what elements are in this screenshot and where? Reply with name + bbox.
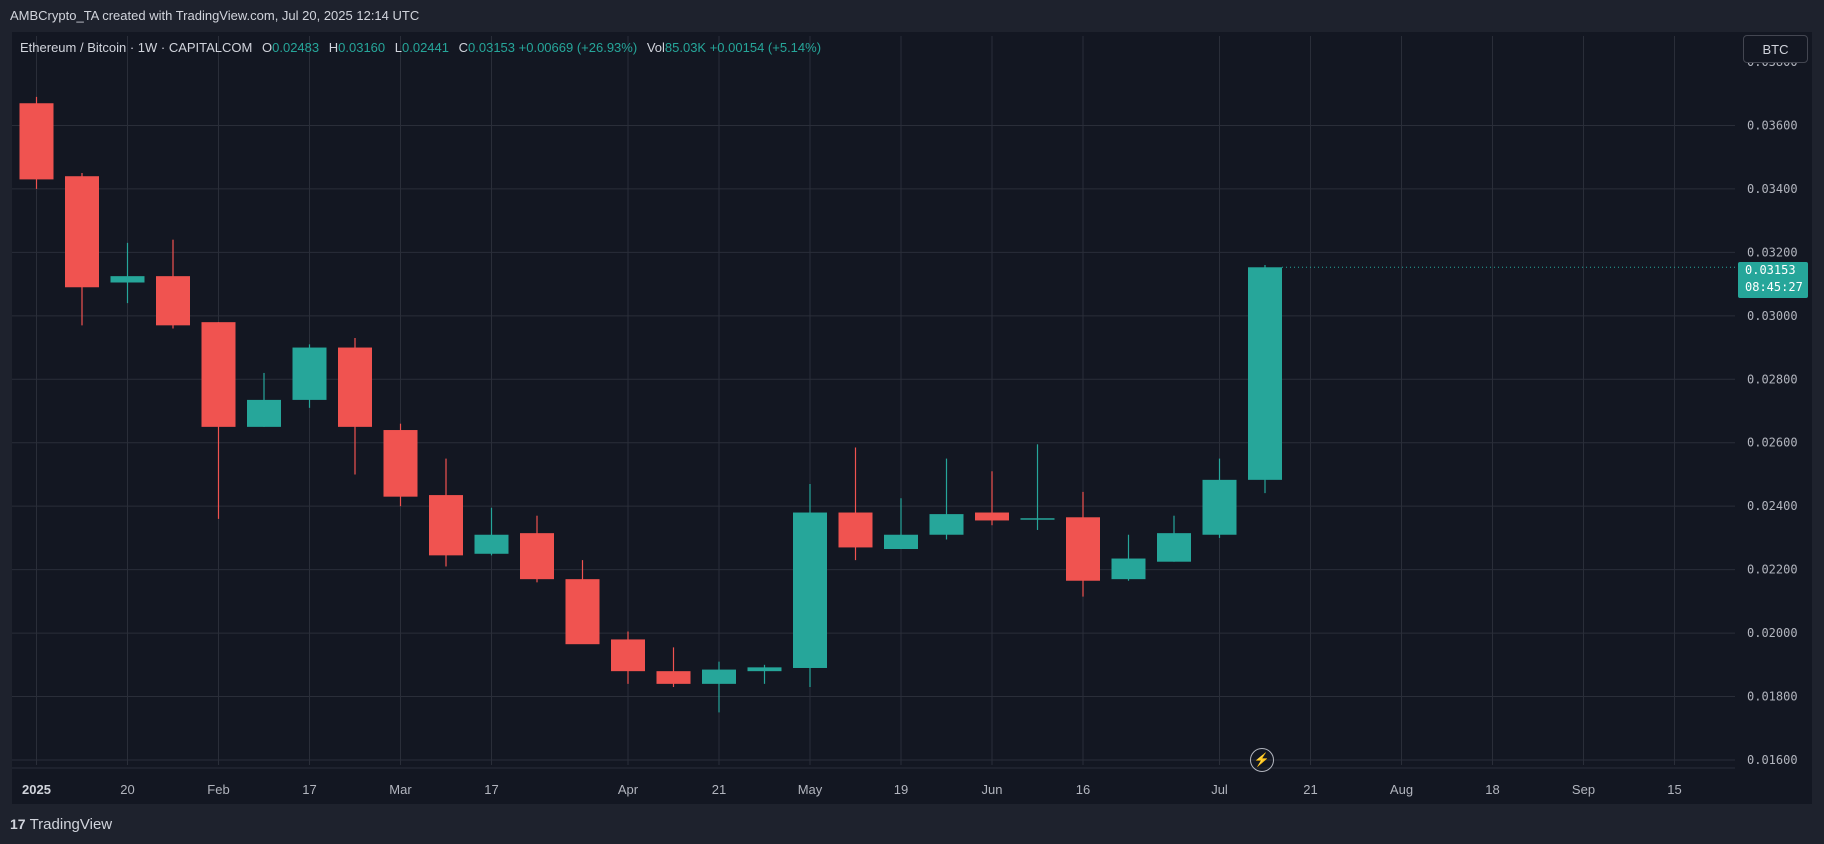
candle-up bbox=[884, 534, 918, 550]
lightning-icon[interactable]: ⚡ bbox=[1250, 748, 1274, 772]
y-tick-label: 0.02000 bbox=[1747, 626, 1798, 640]
candle-up bbox=[1020, 518, 1055, 520]
candle-down bbox=[1066, 517, 1100, 581]
x-tick-label: 15 bbox=[1667, 782, 1681, 797]
x-tick-label: 18 bbox=[1485, 782, 1499, 797]
candle-up bbox=[1111, 558, 1146, 580]
candle-up bbox=[1248, 267, 1282, 480]
low-value: 0.02441 bbox=[402, 40, 449, 55]
y-tick-label: 0.02200 bbox=[1747, 563, 1798, 577]
candle-down bbox=[838, 512, 873, 548]
change-value: +0.00669 (+26.93%) bbox=[518, 40, 638, 55]
candle-down bbox=[429, 495, 463, 556]
low-label: L bbox=[394, 40, 402, 55]
x-tick-label: 17 bbox=[302, 782, 316, 797]
footer: 17 TradingView bbox=[0, 804, 1824, 844]
candle-down bbox=[65, 176, 99, 288]
vol-value: 85.03K bbox=[664, 40, 707, 55]
candle-up bbox=[474, 534, 509, 554]
vol-change-value: +0.00154 (+5.14%) bbox=[709, 40, 822, 55]
last-price-value: 0.03153 bbox=[1745, 263, 1796, 277]
y-tick-label: 0.03000 bbox=[1747, 309, 1798, 323]
chart-panel[interactable] bbox=[12, 32, 1812, 804]
author-credit: AMBCrypto_TA created with TradingView.co… bbox=[10, 8, 420, 23]
y-tick-label: 0.02400 bbox=[1747, 499, 1798, 513]
open-value: 0.02483 bbox=[272, 40, 320, 55]
candle-down bbox=[975, 512, 1009, 521]
tradingview-brand: TradingView bbox=[29, 816, 113, 833]
y-tick-label: 0.03200 bbox=[1747, 245, 1798, 259]
y-tick-label: 0.03600 bbox=[1747, 118, 1798, 132]
y-tick-label: 0.02800 bbox=[1747, 372, 1798, 386]
x-tick-label: 2025 bbox=[22, 782, 51, 797]
candle-down bbox=[656, 671, 691, 684]
candle-up bbox=[793, 512, 827, 668]
candle-down bbox=[565, 579, 600, 645]
candle-down bbox=[611, 639, 645, 672]
open-label: O bbox=[262, 40, 273, 55]
x-tick-label: 17 bbox=[484, 782, 498, 797]
x-tick-label: May bbox=[798, 782, 823, 797]
x-tick-label: 21 bbox=[712, 782, 726, 797]
x-tick-label: Mar bbox=[389, 782, 412, 797]
candle-down bbox=[19, 103, 54, 180]
last-price-tag: 0.03153 08:45:27 bbox=[1738, 262, 1808, 298]
tradingview-logo[interactable]: 17 TradingView bbox=[10, 816, 112, 833]
y-tick-label: 0.02600 bbox=[1747, 436, 1798, 450]
candle-up bbox=[1157, 533, 1191, 562]
candle-up bbox=[1202, 479, 1237, 535]
x-tick-label: 16 bbox=[1076, 782, 1090, 797]
candle-down bbox=[520, 533, 554, 580]
x-tick-label: Aug bbox=[1390, 782, 1413, 797]
candle-down bbox=[201, 322, 236, 427]
high-label: H bbox=[328, 40, 339, 55]
candle-down bbox=[338, 347, 372, 427]
close-label: C bbox=[458, 40, 469, 55]
candle-up bbox=[702, 669, 736, 684]
candle-up bbox=[110, 276, 145, 283]
symbol-label[interactable]: Ethereum / Bitcoin · 1W · CAPITALCOM bbox=[20, 40, 253, 55]
candle-down bbox=[383, 430, 418, 497]
candle-up bbox=[247, 399, 281, 427]
currency-button[interactable]: BTC bbox=[1743, 35, 1808, 63]
x-tick-label: Jun bbox=[982, 782, 1003, 797]
x-tick-label: Sep bbox=[1572, 782, 1595, 797]
top-bar: AMBCrypto_TA created with TradingView.co… bbox=[0, 0, 1824, 32]
x-tick-label: 19 bbox=[894, 782, 908, 797]
candle-up bbox=[929, 514, 964, 535]
y-tick-label: 0.03400 bbox=[1747, 182, 1798, 196]
x-tick-label: Apr bbox=[618, 782, 639, 797]
y-tick-label: 0.01600 bbox=[1747, 753, 1798, 767]
candle-down bbox=[156, 276, 190, 326]
bar-countdown: 08:45:27 bbox=[1745, 280, 1803, 294]
x-tick-label: Feb bbox=[207, 782, 229, 797]
x-tick-label: Jul bbox=[1211, 782, 1228, 797]
ohlc-legend: Ethereum / Bitcoin · 1W · CAPITALCOM O0.… bbox=[20, 40, 821, 55]
x-tick-label: 20 bbox=[120, 782, 134, 797]
candle-up bbox=[747, 667, 782, 672]
y-tick-label: 0.01800 bbox=[1747, 690, 1798, 704]
tradingview-mark-icon: 17 bbox=[10, 816, 26, 832]
high-value: 0.03160 bbox=[338, 40, 386, 55]
candle-up bbox=[292, 347, 327, 400]
x-tick-label: 21 bbox=[1303, 782, 1317, 797]
vol-label: Vol bbox=[646, 40, 665, 55]
close-value: 0.03153 bbox=[468, 40, 516, 55]
